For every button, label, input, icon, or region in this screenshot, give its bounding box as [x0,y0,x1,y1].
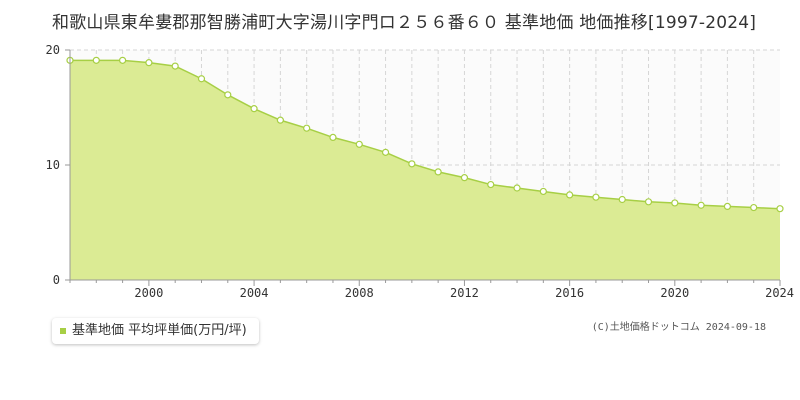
y-tick-label: 0 [53,273,60,287]
x-tick-label: 2012 [450,286,479,300]
data-point [539,187,547,196]
x-tick-label: 2016 [555,286,584,300]
data-point [276,116,284,124]
data-point [434,168,442,176]
data-point [329,133,337,141]
data-point [92,56,100,64]
data-point [644,198,653,206]
x-axis-ticks: 2000 2004 2008 2012 2016 2020 2024 [69,280,794,300]
legend-swatch [60,328,66,334]
data-point [145,59,153,67]
series-line [70,59,781,210]
series-area [70,60,780,280]
data-point [618,195,626,204]
data-point [671,199,679,207]
data-point [487,180,495,189]
series-points [66,56,784,213]
x-tick-label: 2004 [240,286,269,300]
data-point [355,140,363,148]
legend: 基準地価 平均坪単価(万円/坪) [52,318,259,344]
y-tick-label: 10 [46,158,60,172]
data-point [118,56,127,64]
data-point [224,91,232,99]
data-point [566,191,574,199]
data-point [723,202,732,210]
x-tick-label: 2000 [134,286,163,300]
x-tick-label: 2020 [660,286,689,300]
copyright-text: (C)土地価格ドットコム 2024-09-18 [591,322,766,333]
y-axis-ticks: 0 10 20 [46,43,70,287]
data-point [460,174,469,182]
data-point [408,160,416,168]
data-point [592,193,600,201]
legend-label: 基準地価 平均坪単価(万円/坪) [72,323,247,338]
y-tick-label: 20 [46,43,60,57]
data-point [171,62,179,70]
data-point [513,184,521,192]
data-point [776,205,784,213]
data-point [697,201,705,209]
data-point [197,75,206,83]
x-tick-label: 2008 [345,286,374,300]
chart-title: 和歌山県東牟婁郡那智勝浦町大字湯川字門ロ２５６番６０ 基準地価 地価推移[199… [52,13,757,33]
data-point [381,148,390,156]
x-tick-label: 2024 [765,286,794,300]
data-point [250,105,258,113]
data-point [303,124,311,132]
data-point [750,203,758,212]
